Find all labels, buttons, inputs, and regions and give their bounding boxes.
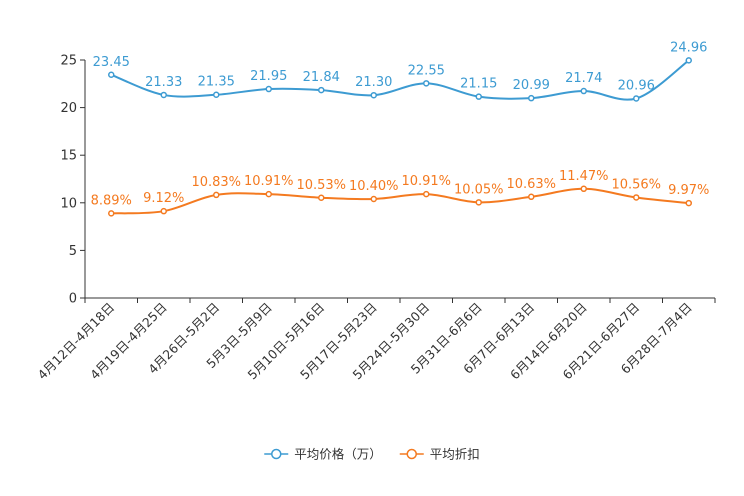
- data-label: 10.53%: [296, 178, 346, 193]
- data-point[interactable]: [108, 210, 115, 217]
- data-point[interactable]: [213, 91, 220, 98]
- legend-marker-1[interactable]: [271, 448, 282, 460]
- data-label: 21.84: [303, 70, 340, 85]
- data-point[interactable]: [370, 195, 377, 203]
- data-label: 20.96: [618, 78, 655, 93]
- data-point[interactable]: [685, 57, 692, 64]
- data-label: 23.45: [93, 55, 130, 70]
- data-label: 21.74: [565, 71, 602, 86]
- legend-marker-2[interactable]: [406, 448, 417, 460]
- data-point[interactable]: [265, 190, 272, 198]
- y-tick-label: 0: [69, 292, 77, 307]
- data-label: 21.33: [145, 75, 182, 90]
- data-point[interactable]: [580, 87, 587, 95]
- data-label: 24.96: [670, 40, 707, 55]
- data-label: 21.35: [198, 75, 235, 90]
- data-point[interactable]: [318, 86, 325, 94]
- series-line-1: [110, 59, 690, 101]
- data-label: 10.40%: [349, 179, 399, 194]
- data-label: 20.99: [513, 78, 550, 93]
- data-point[interactable]: [528, 94, 535, 102]
- data-point[interactable]: [475, 93, 482, 100]
- legend-label-2[interactable]: 平均折扣: [430, 447, 480, 462]
- data-label: 11.47%: [559, 169, 609, 184]
- series-line-2: [111, 187, 689, 215]
- data-label: 10.83%: [191, 175, 241, 190]
- data-point[interactable]: [160, 207, 167, 215]
- data-point[interactable]: [580, 185, 587, 193]
- data-point[interactable]: [318, 194, 325, 202]
- data-point[interactable]: [160, 91, 167, 99]
- data-point[interactable]: [528, 193, 535, 201]
- data-point[interactable]: [213, 191, 220, 199]
- data-label: 21.15: [460, 77, 497, 92]
- data-point[interactable]: [633, 194, 640, 201]
- data-point[interactable]: [423, 80, 430, 87]
- data-label: 22.55: [408, 63, 445, 78]
- data-label: 10.56%: [611, 177, 661, 192]
- data-label: 21.30: [355, 75, 392, 90]
- legend-label-1[interactable]: 平均价格（万）: [294, 447, 382, 462]
- data-label: 10.91%: [244, 174, 294, 189]
- data-label: 9.12%: [143, 191, 184, 206]
- data-point[interactable]: [475, 199, 482, 206]
- y-tick-label: 15: [60, 149, 77, 164]
- data-label: 21.95: [250, 69, 287, 84]
- data-label: 8.89%: [91, 193, 132, 208]
- y-tick-label: 25: [60, 54, 77, 69]
- y-tick-label: 10: [60, 196, 77, 211]
- data-point[interactable]: [423, 190, 430, 198]
- data-label: 10.05%: [454, 182, 504, 197]
- y-tick-label: 5: [69, 244, 77, 259]
- data-label: 10.91%: [401, 174, 451, 189]
- data-label: 9.97%: [668, 183, 709, 198]
- y-tick-label: 20: [60, 101, 77, 116]
- data-point[interactable]: [265, 85, 272, 93]
- data-point[interactable]: [633, 95, 640, 102]
- data-label: 10.63%: [506, 177, 556, 192]
- data-point[interactable]: [685, 199, 692, 207]
- data-point[interactable]: [370, 91, 377, 99]
- data-point[interactable]: [108, 71, 115, 79]
